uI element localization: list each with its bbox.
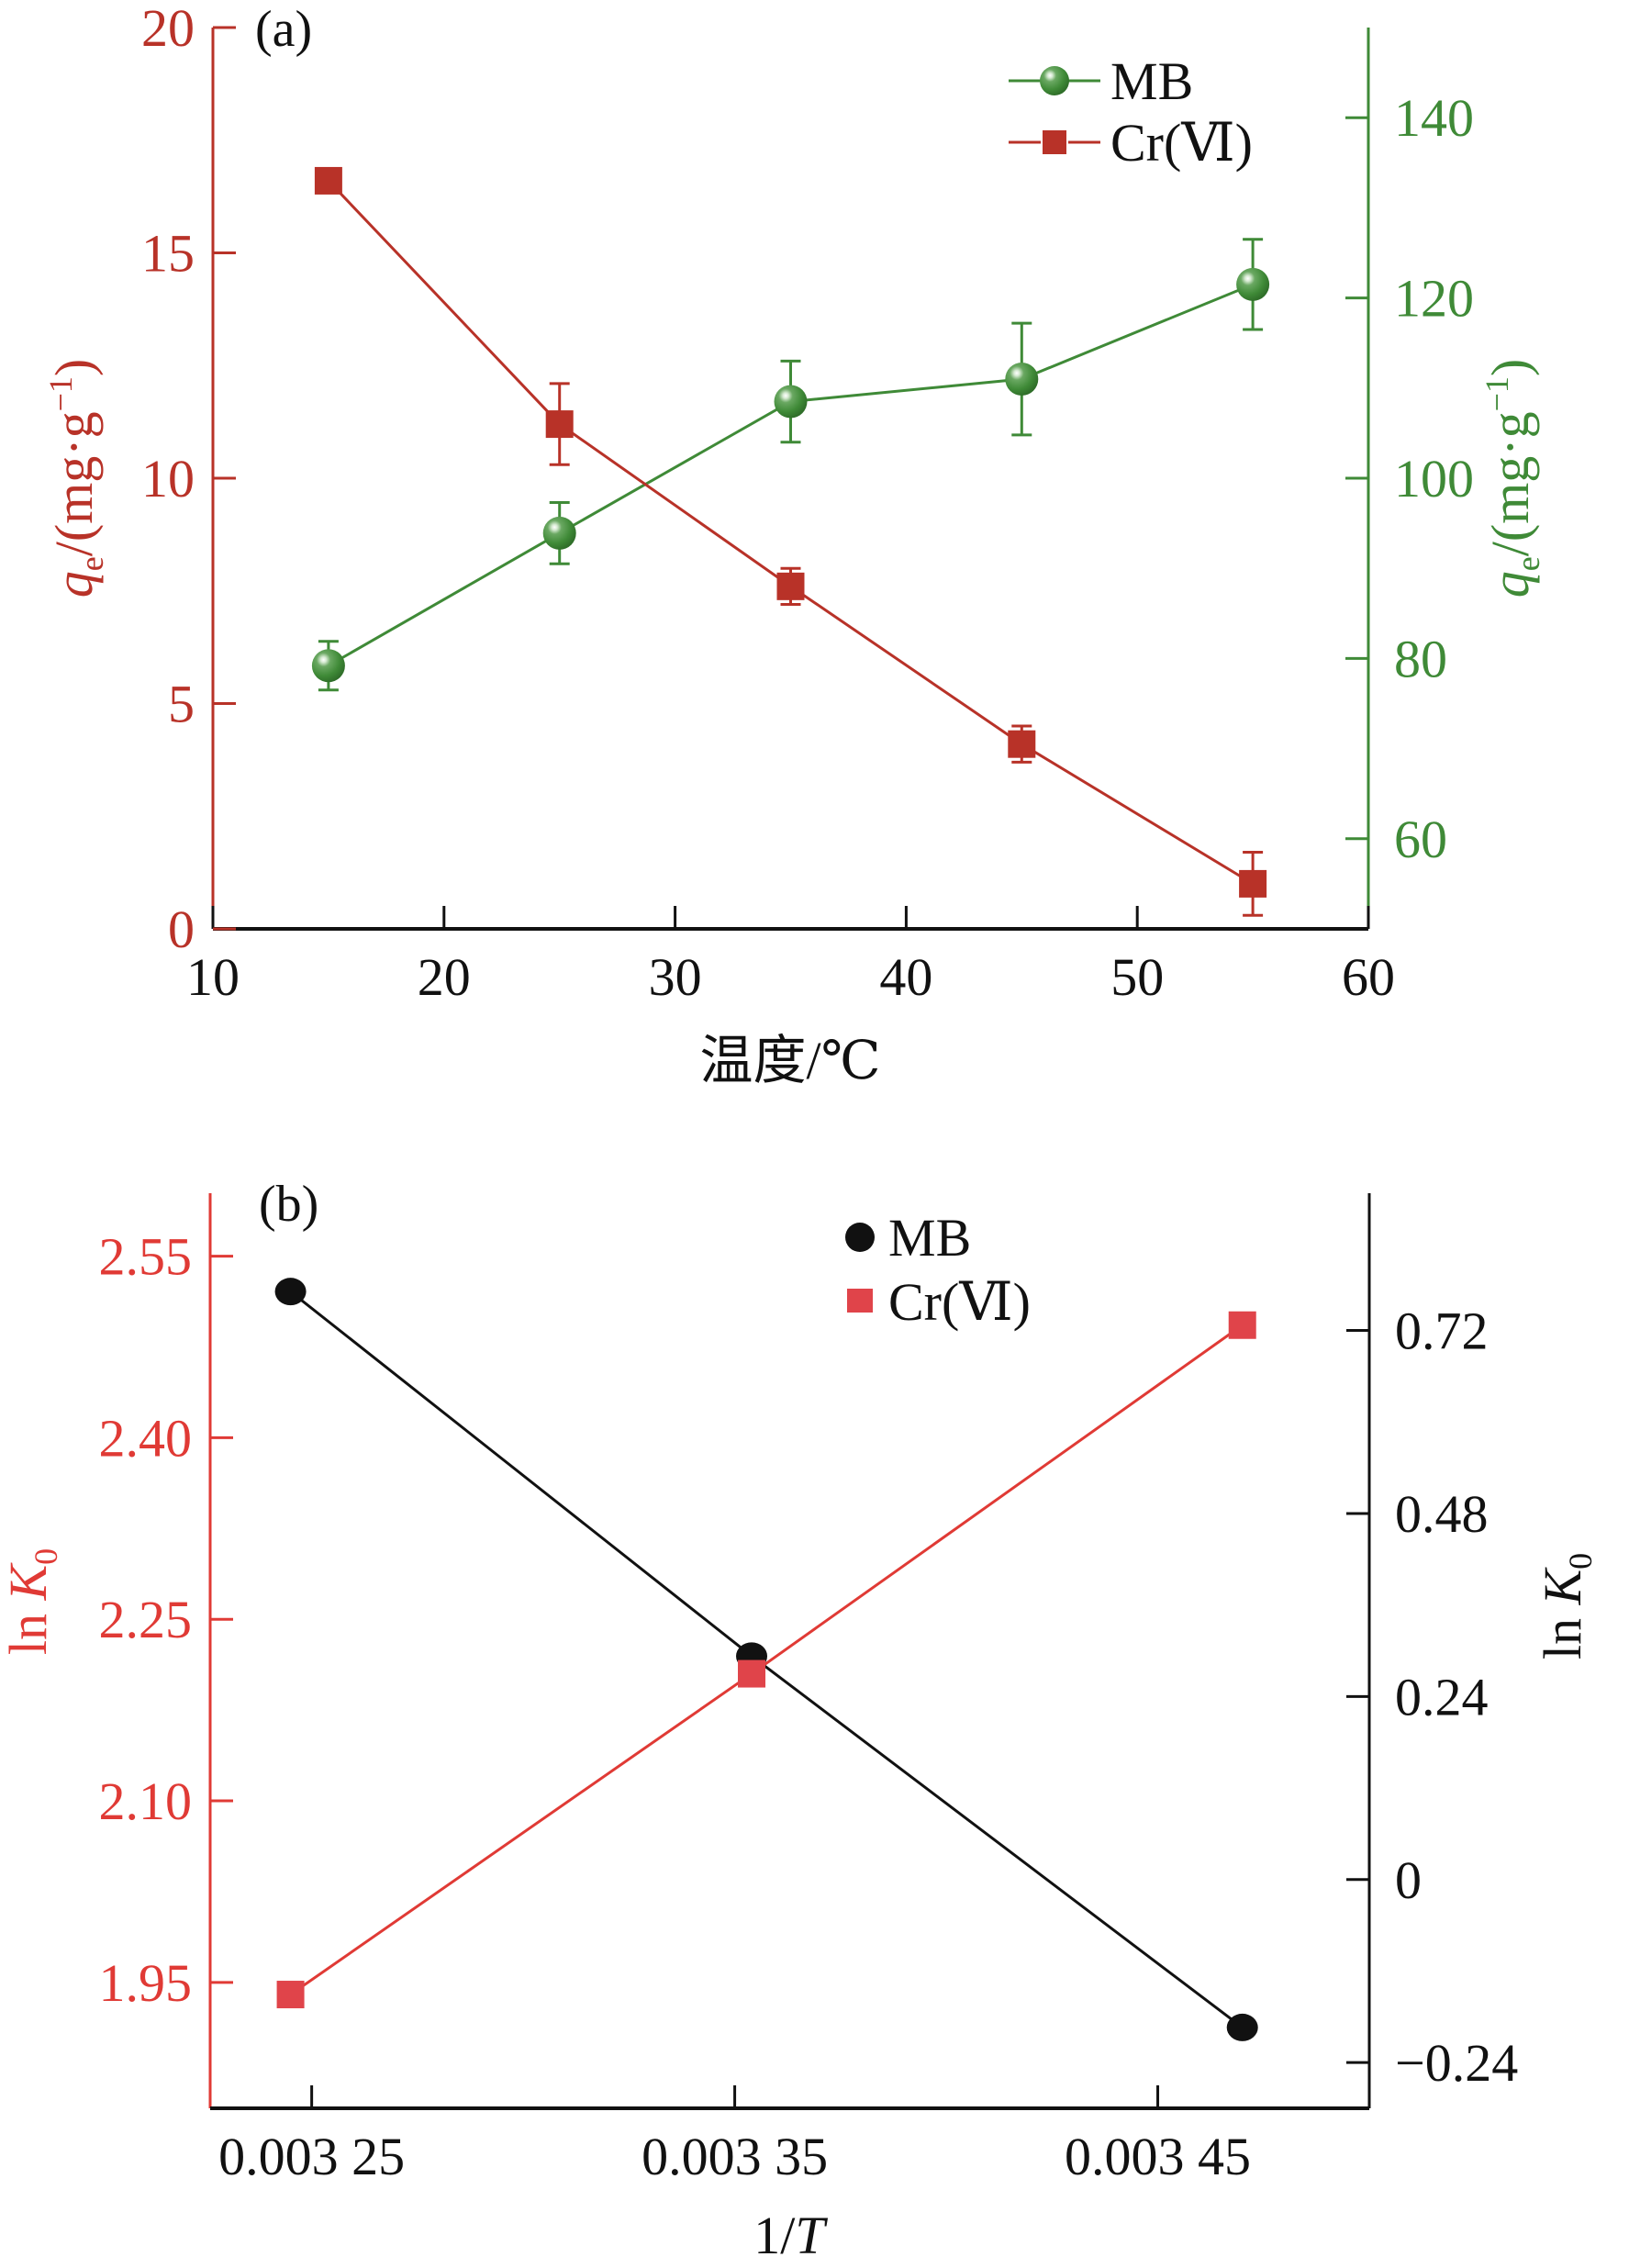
left-y-tick-label: 10 — [141, 449, 195, 508]
legend-label-mb: MB — [1110, 51, 1193, 111]
left-y-tick-label: 20 — [141, 0, 195, 58]
data-point-cr — [1008, 730, 1036, 758]
left-y-tick-label: 2.10 — [99, 1771, 193, 1831]
data-point-mb — [274, 1278, 307, 1306]
x-tick-label: 40 — [879, 947, 932, 1007]
right-y-tick-label: 100 — [1394, 449, 1474, 508]
x-tick-label: 0.003 35 — [642, 2127, 828, 2186]
panel-a-x-axis-title: 温度/℃ — [700, 1031, 881, 1090]
legend-item-cr: Cr(Ⅵ) — [847, 1272, 1031, 1332]
data-point-mb — [542, 516, 576, 550]
panel-a-label: (a) — [255, 1, 312, 58]
data-point-cr — [738, 1659, 766, 1688]
left-y-tick-label: 5 — [168, 675, 195, 734]
legend-label-cr: Cr(Ⅵ) — [1110, 113, 1253, 173]
right-y-tick-label: 0.48 — [1395, 1484, 1489, 1544]
data-point-cr — [776, 572, 805, 600]
left-y-tick-label: 0 — [168, 899, 195, 959]
left-y-tick-label: 2.55 — [99, 1227, 193, 1287]
panel-b-left-axis-title: ln K0 — [0, 1548, 64, 1655]
legend-label-mb: MB — [888, 1208, 971, 1268]
legend-marker-circle — [845, 1223, 875, 1252]
panel-b: (b) 0.003 25 0.003 35 0.003 45 1.95 2.10 2.25… — [0, 1176, 1599, 2265]
panel-a-right-axis-title: qe/(mg·g−1) — [1478, 359, 1546, 598]
legend-item-cr: Cr(Ⅵ) — [1009, 113, 1253, 173]
series-line-cr — [327, 179, 1254, 886]
panel-b-x-axis-title: 1/T — [753, 2206, 828, 2265]
panel-a-left-axis-title: qe/(mg·g−1) — [42, 359, 110, 598]
left-y-tick-label: 2.25 — [99, 1590, 193, 1649]
panel-b-legend: MB Cr(Ⅵ) — [845, 1208, 1031, 1332]
legend-label-cr: Cr(Ⅵ) — [888, 1272, 1031, 1332]
x-tick-label: 60 — [1342, 947, 1395, 1007]
data-point-cr — [314, 166, 342, 195]
right-y-tick-label: 0.72 — [1395, 1302, 1489, 1361]
right-y-tick-label: −0.24 — [1395, 2033, 1518, 2093]
panel-b-label: (b) — [259, 1176, 318, 1233]
right-y-tick-label: 120 — [1394, 269, 1474, 329]
legend-item-mb: MB — [845, 1208, 971, 1268]
legend-marker-square — [847, 1289, 873, 1313]
panel-a-plot-area — [311, 166, 1270, 917]
data-point-mb — [774, 385, 808, 419]
panel-a: (a) 10 20 30 40 50 60 0 5 10 15 20 60 80 100 120 140 温度… — [42, 0, 1546, 1090]
x-tick-label: 0.003 45 — [1065, 2127, 1251, 2186]
panel-a-legend: MB Cr(Ⅵ) — [1009, 51, 1253, 173]
panel-b-axes: 0.003 25 0.003 35 0.003 45 1.95 2.10 2.25 2.40… — [99, 1193, 1518, 2186]
x-tick-label: 10 — [186, 947, 240, 1007]
data-point-cr — [545, 410, 574, 439]
left-y-tick-label: 1.95 — [99, 1953, 193, 2013]
left-y-tick-label: 15 — [141, 224, 195, 284]
data-point-mb — [311, 649, 345, 683]
data-point-cr — [1228, 1311, 1256, 1339]
right-y-tick-label: 140 — [1394, 88, 1474, 148]
x-tick-label: 0.003 25 — [218, 2127, 405, 2186]
data-point-mb — [1226, 2013, 1258, 2041]
x-tick-label: 30 — [649, 947, 702, 1007]
right-y-tick-label: 80 — [1394, 629, 1447, 688]
series-line-mb — [328, 283, 1254, 667]
right-y-tick-label: 0.24 — [1395, 1667, 1489, 1726]
data-point-cr — [276, 1981, 305, 2009]
data-point-cr — [1239, 869, 1267, 898]
x-tick-label: 20 — [418, 947, 471, 1007]
panel-a-axes: 10 20 30 40 50 60 0 5 10 15 20 60 80 100 120 140 — [141, 0, 1474, 1007]
left-y-tick-label: 2.40 — [99, 1408, 193, 1468]
legend-item-mb: MB — [1009, 51, 1193, 111]
data-point-mb — [1236, 267, 1270, 301]
legend-marker-sphere — [1040, 66, 1069, 95]
legend-marker-square — [1043, 130, 1066, 154]
data-point-mb — [1005, 362, 1039, 396]
panel-b-right-axis-title: ln K0 — [1533, 1553, 1599, 1659]
right-y-tick-label: 0 — [1395, 1850, 1422, 1910]
right-y-tick-label: 60 — [1394, 810, 1447, 869]
x-tick-label: 50 — [1110, 947, 1164, 1007]
panel-b-plot-area — [274, 1278, 1258, 2041]
